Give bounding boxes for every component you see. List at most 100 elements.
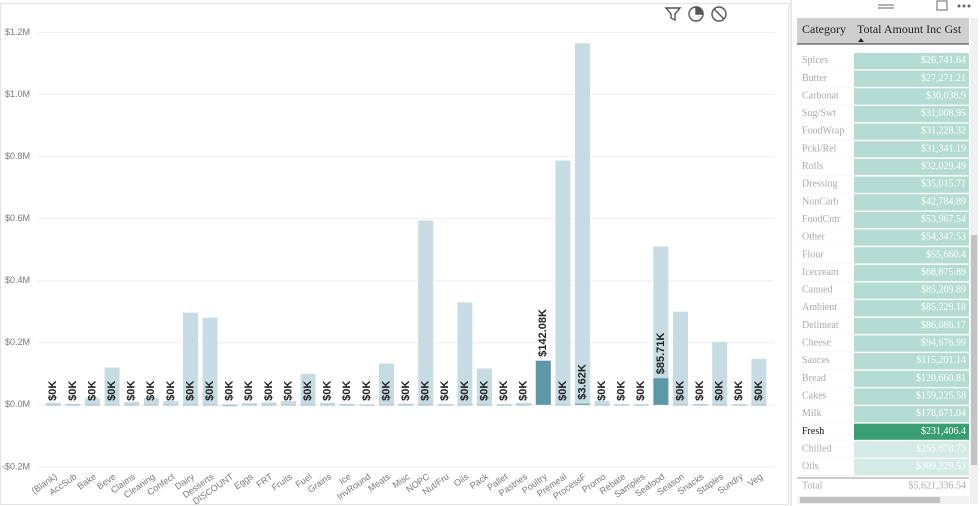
bar [516,404,532,406]
category-cell: Carbonat [802,90,839,101]
column-header[interactable]: Total Amount Inc Gst [857,22,962,36]
bar [692,404,708,406]
bar [65,403,81,405]
clear-icon[interactable] [711,6,727,22]
amount-text: $178,671.04 [916,408,966,419]
amount-cell [854,247,969,264]
category-cell: Dressing [802,179,838,190]
category-cell: Delimeat [802,320,839,331]
bar [614,404,630,405]
category-cell: Fresh [802,426,824,437]
bar [339,403,355,405]
amount-text: $31,341.19 [921,143,966,154]
bar [398,403,414,405]
data-label: $0K [145,381,157,401]
data-label: $0K [420,381,432,401]
bar [633,404,649,406]
data-label: $85.71K [655,333,667,375]
bar [85,398,100,405]
bar [104,404,120,406]
amount-cell [854,264,969,282]
category-cell: FoodCntr [802,214,841,225]
data-label: $0K [361,381,373,401]
bar [202,404,218,406]
data-label: $0K [224,381,236,401]
data-label: $0K [341,381,353,401]
amount-text: $32,029.49 [921,161,966,172]
bar [104,367,120,405]
pie-slice [695,6,704,15]
y-tick-label: $0.6M [5,213,30,223]
data-label: $0K [106,381,118,401]
data-label: $0K [733,381,745,401]
data-label: $0K [400,381,412,401]
amount-text: $27,271.21 [921,73,966,84]
bar [359,404,375,406]
y-tick-label: $1.0M [5,89,30,99]
bar [673,311,688,405]
filter-icon[interactable] [664,7,682,22]
bar [496,404,512,406]
amount-text: $309,229.53 [916,461,966,472]
total-amount: $5,621,336.54 [909,480,967,491]
amount-cell [854,406,969,423]
bar [300,404,316,406]
bar [477,368,492,405]
amount-text: $31,228.32 [921,126,966,137]
amount-cell [854,194,969,211]
visual-header-icons [664,6,727,22]
bar [575,403,590,405]
amount-text: $30,038.9 [926,90,966,101]
amount-text: $115,201.14 [916,355,966,366]
amount-cell [854,370,969,388]
more-dot [962,4,966,8]
amount-cell [854,105,969,123]
bar [241,404,257,406]
category-cell: Rolls [802,161,823,172]
category-cell: Spices [802,55,828,66]
bar [85,404,100,406]
data-label: $0K [243,381,255,401]
scroll-thumb[interactable] [971,235,977,465]
bar [339,404,355,406]
amount-cell [854,70,969,88]
amount-cell [854,176,969,194]
y-tick-label: $0.4M [5,275,30,285]
column-header[interactable]: Category [802,22,846,36]
h-scroll-thumb[interactable] [800,497,940,503]
data-label: $0K [557,381,569,401]
bar [398,404,414,406]
category-cell: Cheese [802,338,831,349]
focus-icon[interactable] [936,0,948,11]
sort-arrow [858,38,864,42]
bar [535,360,551,405]
data-label: $0K [263,381,275,401]
category-cell: Flour [802,249,824,260]
amount-text: $231,406.4 [921,426,966,437]
amount-text: $55,660.4 [926,249,966,260]
bar [594,404,610,406]
data-label: $0K [282,381,294,401]
category-cell: NonCarb [802,196,839,207]
bar [751,404,767,406]
category-cell: Milk [802,408,821,419]
bar [45,404,61,406]
data-label: $0K [322,381,334,401]
amount-cell [854,141,969,158]
bar [261,404,277,406]
bar [692,403,708,405]
bar [751,358,767,405]
amount-cell [854,441,969,458]
more-dot[interactable] [957,4,961,8]
data-label: $0K [518,381,530,401]
data-label: $0K [47,381,59,401]
table-header-bg [797,18,969,44]
data-label: $0K [165,381,177,401]
amount-cell [854,388,969,405]
bar [614,404,630,406]
amount-text: $85,229.18 [921,302,966,313]
amount-text: $31,008.95 [921,108,966,119]
amount-cell [854,158,969,176]
bar [457,404,473,406]
